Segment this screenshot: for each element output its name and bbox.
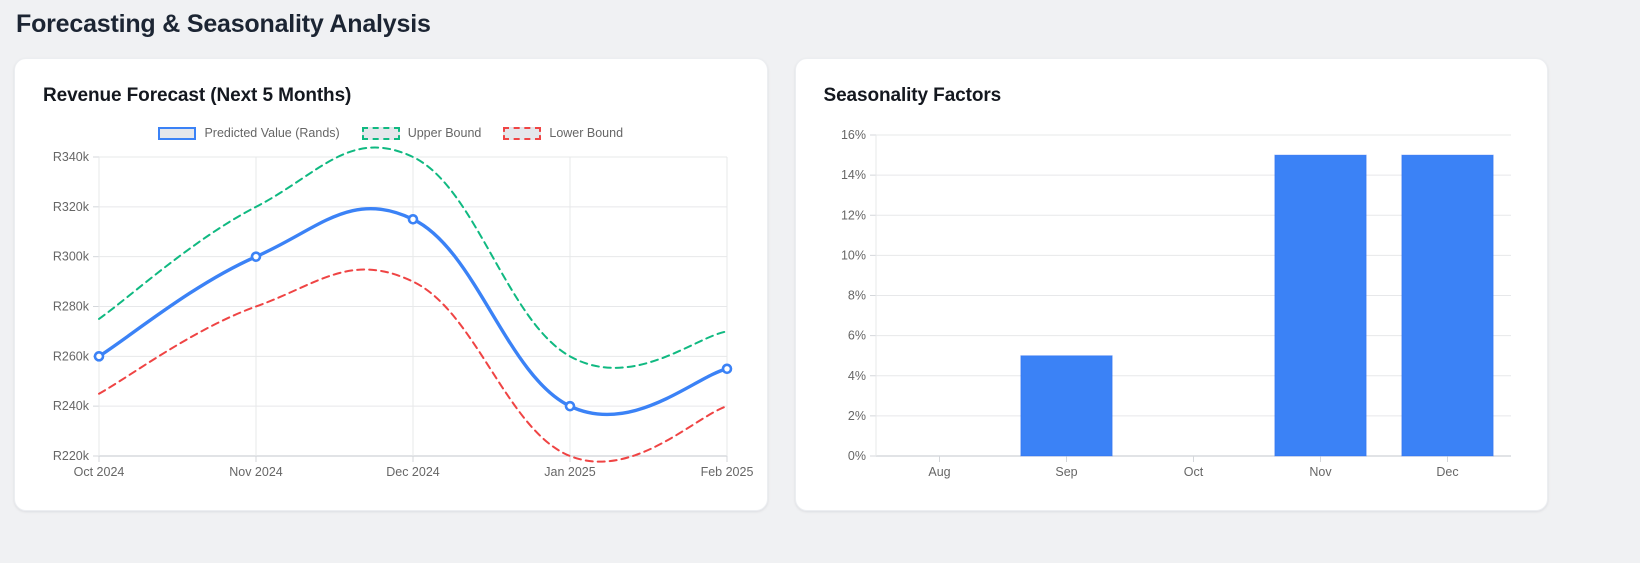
y-axis-label: 16% (840, 128, 865, 142)
data-point (407, 213, 419, 225)
bar (1019, 355, 1113, 457)
line-series-path (98, 146, 728, 369)
seasonality-card: Seasonality Factors 0% 2% 4% 6% 8% 10% 12% 14% 1… (794, 58, 1548, 511)
x-axis-label: Oct 2024 (74, 465, 125, 479)
bar (1400, 154, 1494, 457)
x-axis-label: Oct (1183, 465, 1203, 479)
y-axis-label: 2% (847, 409, 865, 423)
y-axis-label: R240k (53, 399, 90, 413)
y-axis-label: 12% (840, 208, 865, 222)
y-axis-label: 6% (847, 329, 865, 343)
legend-item-lower-bound[interactable]: Lower Bound (503, 126, 623, 140)
y-axis-label: R280k (53, 300, 90, 314)
x-axis-label: Sep (1055, 465, 1077, 479)
seasonality-bar-chart[interactable]: 0% 2% 4% 6% 8% 10% 12% 14% 16% Aug Sep Oct Nov Dec (824, 123, 1521, 482)
x-axis-label: Aug (928, 465, 950, 479)
line-series-path (97, 207, 729, 417)
revenue-forecast-card: Revenue Forecast (Next 5 Months) Predict… (14, 58, 768, 511)
x-axis-label: Dec (1436, 465, 1458, 479)
data-point (93, 351, 105, 362)
legend-label-upper-bound: Upper Bound (407, 126, 482, 140)
y-axis-label: 14% (840, 168, 865, 182)
x-axis-label: Nov 2024 (229, 465, 283, 479)
y-axis-label: 4% (847, 369, 865, 383)
y-axis-label: R300k (53, 250, 90, 264)
legend-swatch-upper-bound (361, 126, 400, 140)
legend-item-predicted-value[interactable]: Predicted Value (Rands) (158, 126, 340, 140)
data-point (564, 400, 576, 412)
x-axis-label: Feb 2025 (701, 465, 754, 479)
y-axis-label: R220k (53, 449, 90, 463)
forecast-chart-legend: Predicted Value (Rands) Upper Bound Lowe… (43, 123, 739, 143)
y-axis-label: 0% (847, 449, 865, 463)
page: Forecasting & Seasonality Analysis Reven… (14, 10, 1548, 511)
y-axis-label: 8% (847, 289, 865, 303)
legend-label-lower-bound: Lower Bound (549, 126, 624, 140)
revenue-forecast-line-chart[interactable]: R220k R240k R260k R280k R300k R320k R340k Oct 2… (43, 146, 753, 482)
y-axis-label: R340k (53, 150, 90, 164)
y-axis-label: 10% (840, 248, 865, 262)
x-axis-label: Dec 2024 (386, 465, 440, 479)
legend-swatch-predicted (158, 126, 197, 140)
x-axis-label: Nov (1309, 465, 1332, 479)
cards-row: Revenue Forecast (Next 5 Months) Predict… (14, 58, 1548, 511)
legend-swatch-lower-bound (503, 126, 542, 140)
data-point (250, 251, 262, 262)
legend-item-upper-bound[interactable]: Upper Bound (361, 126, 482, 140)
legend-label-predicted: Predicted Value (Rands) (204, 126, 340, 140)
bar (1273, 154, 1367, 457)
y-axis-label: R260k (53, 349, 90, 363)
x-axis-label: Jan 2025 (544, 465, 595, 479)
page-title: Forecasting & Seasonality Analysis (16, 10, 431, 38)
forecast-card-title: Revenue Forecast (Next 5 Months) (43, 85, 352, 106)
data-point (721, 363, 733, 375)
line-series-path (98, 268, 728, 463)
seasonality-card-title: Seasonality Factors (823, 85, 1002, 106)
y-axis-label: R320k (53, 200, 90, 214)
